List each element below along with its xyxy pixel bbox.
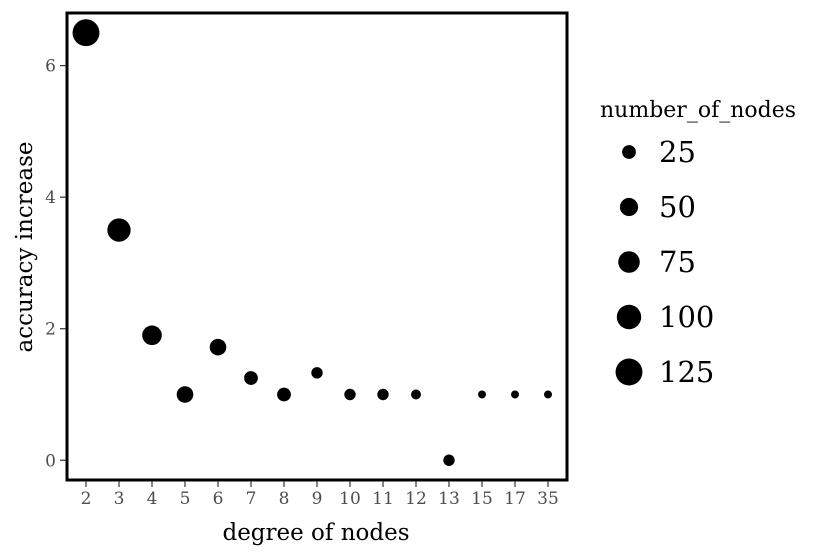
- legend-label-50: 50: [659, 190, 696, 224]
- legend-label-75: 75: [659, 245, 696, 279]
- y-tick-label: 6: [45, 57, 56, 77]
- y-tick-label: 4: [45, 188, 56, 208]
- data-point-11: [377, 388, 389, 401]
- x-tick-label: 2: [81, 489, 92, 509]
- x-tick-label: 10: [339, 489, 361, 509]
- x-tick-label: 8: [279, 489, 290, 509]
- x-axis: 2 3 4 5 6 7 8 9 10 11 12 13 15 17 35: [81, 481, 559, 509]
- x-axis-title: degree of nodes: [222, 520, 409, 546]
- x-tick-label: 13: [438, 489, 460, 509]
- plot-area: [65, 11, 569, 482]
- data-point-4: [142, 325, 162, 346]
- data-point-7: [244, 371, 258, 385]
- legend-key-25: [622, 145, 636, 159]
- legend-title: number_of_nodes: [600, 98, 796, 123]
- data-point-8: [277, 387, 291, 402]
- y-axis-title: accuracy increase: [12, 142, 38, 353]
- data-point-35: [544, 390, 552, 399]
- legend-key-50: [619, 197, 639, 217]
- x-tick-label: 9: [312, 489, 323, 509]
- data-point-5: [176, 386, 194, 403]
- data-point-13: [443, 454, 455, 466]
- data-point-15: [478, 390, 486, 399]
- x-tick-label: 15: [471, 489, 493, 509]
- y-tick-label: 0: [45, 451, 56, 471]
- x-tick-label: 4: [147, 489, 158, 509]
- data-point-3: [107, 218, 131, 242]
- legend-label-100: 100: [659, 300, 714, 334]
- y-axis: 0 2 4 6: [45, 57, 66, 471]
- x-tick-label: 5: [180, 489, 191, 509]
- legend-key-125: [615, 358, 643, 386]
- x-tick-label: 11: [372, 489, 394, 509]
- legend-key-100: [616, 304, 642, 330]
- x-tick-label: 7: [246, 489, 257, 509]
- legend: number_of_nodes 25 50 75 100 125: [600, 98, 796, 389]
- y-tick-label: 2: [45, 320, 56, 340]
- x-tick-label: 35: [537, 489, 559, 509]
- data-point-9: [311, 367, 323, 379]
- panel-border: [65, 11, 569, 482]
- data-point-17: [511, 390, 519, 399]
- legend-label-125: 125: [659, 355, 714, 389]
- data-point-6: [209, 338, 227, 356]
- x-tick-label: 3: [114, 489, 125, 509]
- x-tick-label: 6: [213, 489, 224, 509]
- data-point-10: [344, 388, 356, 401]
- legend-label-25: 25: [659, 135, 696, 169]
- data-point-2: [72, 19, 100, 47]
- x-tick-label: 12: [405, 489, 427, 509]
- x-tick-label: 17: [504, 489, 526, 509]
- data-point-12: [411, 389, 421, 400]
- legend-key-75: [618, 251, 640, 273]
